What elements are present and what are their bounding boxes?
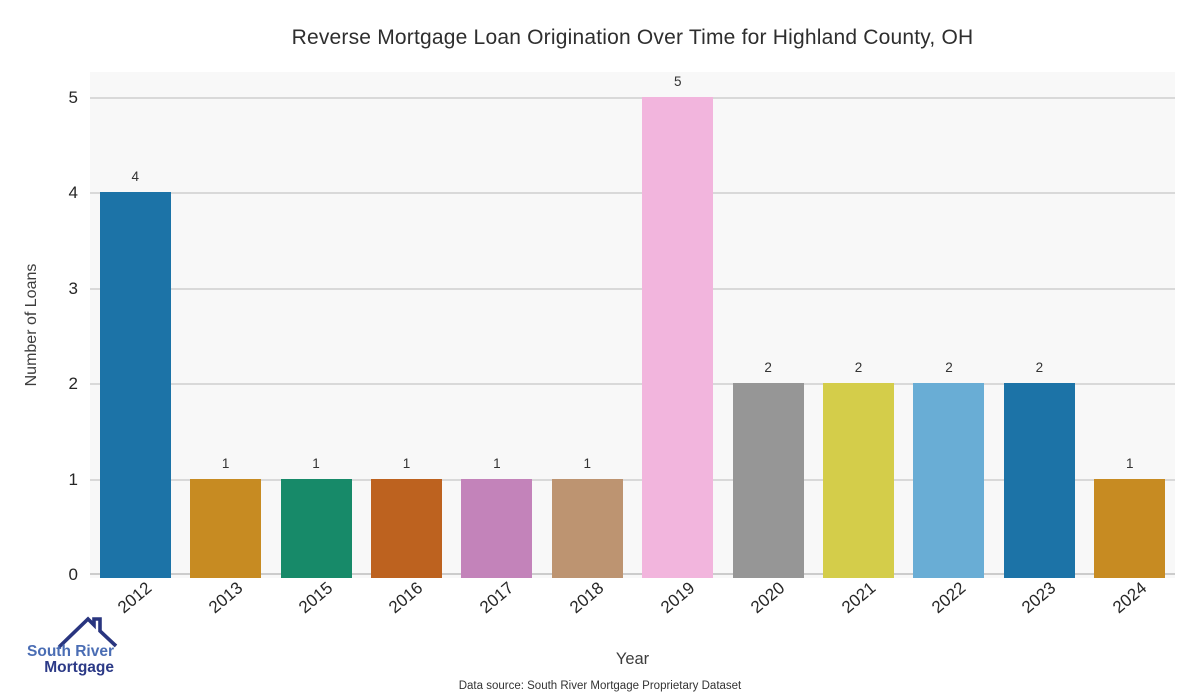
bar-2017 [461,478,533,578]
x-tick-label: 2024 [1108,578,1151,618]
bar-value-label: 2 [945,360,953,375]
plot-area: 4 1 1 1 1 1 5 2 2 2 2 1 [90,72,1175,578]
logo: South River Mortgage [14,612,118,684]
baseline-gridline [90,573,1175,575]
x-tick-label: 2020 [747,578,789,618]
x-tick-label: 2012 [114,578,156,618]
bar-value-label: 2 [1035,360,1044,375]
bar-2023 [1003,383,1075,578]
bar-2013 [190,478,262,578]
x-tick-label: 2017 [475,578,518,618]
bar-2021 [823,383,895,578]
house-roof-icon [57,616,118,649]
bar-2018 [551,478,623,578]
gridline [90,96,1175,99]
bar-value-label: 1 [493,455,501,471]
chart-title: Reverse Mortgage Loan Origination Over T… [291,26,974,49]
x-axis-title: Year [615,650,650,668]
bar-2015 [280,478,352,578]
bar-value-label: 1 [402,455,411,471]
data-source: Data source: South River Mortgage Propri… [458,680,742,692]
y-tick-label: 3 [68,278,78,298]
bar-2012 [99,192,171,578]
x-tick-label: 2022 [928,578,970,618]
x-tick-label: 2023 [1018,578,1060,618]
gridline [90,478,1175,481]
x-tick-label: 2013 [204,578,246,618]
gridline [90,192,1175,194]
x-tick-label: 2016 [385,578,427,618]
x-tick-label: 2019 [656,578,698,618]
gridline [90,287,1175,290]
bar-value-label: 5 [673,73,682,89]
bar-value-label: 2 [764,360,772,375]
bar-value-label: 1 [312,455,320,471]
x-tick-label: 2021 [837,578,879,618]
bar-2020 [732,383,804,578]
logo-line2: Mortgage [44,659,114,676]
bar-value-label: 1 [583,455,592,471]
y-tick-label: 0 [68,565,78,584]
bar-2016 [370,478,442,578]
bar-value-label: 4 [131,169,139,184]
bar-2019 [642,96,714,578]
gridline [90,383,1175,385]
bar-value-label: 1 [1126,455,1134,471]
logo-line1: South River [27,643,114,660]
y-tick-label: 2 [68,374,78,393]
bar-2024 [1094,478,1166,578]
x-tick-label: 2015 [295,578,337,618]
bar-value-label: 1 [221,455,230,471]
y-tick-label: 4 [68,183,78,202]
bar-2022 [913,383,985,578]
y-tick-label: 5 [68,87,78,107]
y-tick-label: 1 [68,469,78,489]
bar-value-label: 2 [854,360,863,375]
logo-text: South River Mortgage [14,644,114,676]
x-tick-label: 2018 [566,578,608,618]
